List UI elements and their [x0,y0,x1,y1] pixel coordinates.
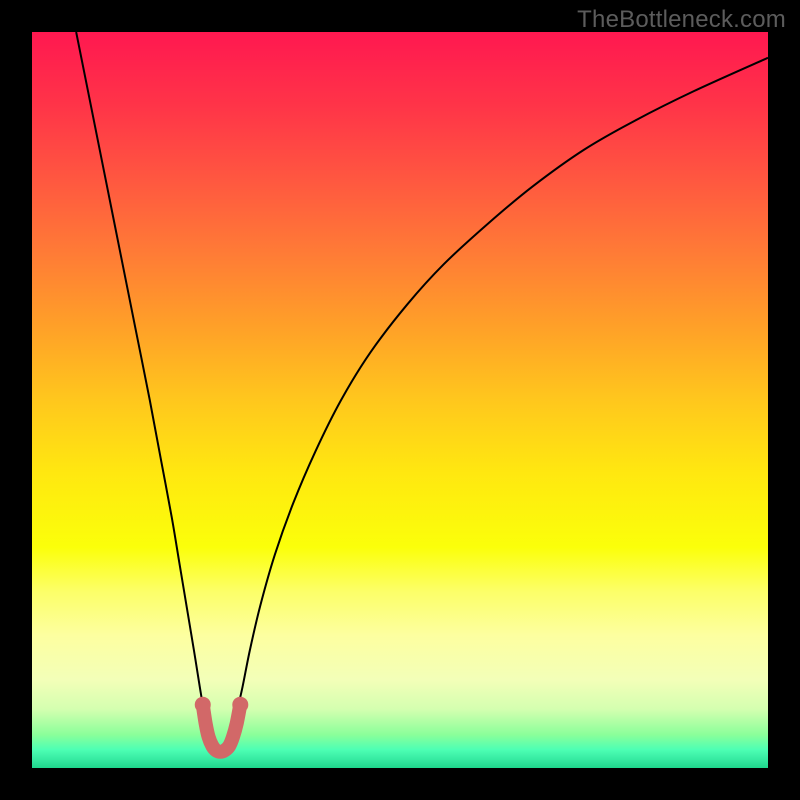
curve-endpoint-dot [232,697,248,713]
curve-endpoint-dot [195,697,211,713]
plot-area [32,32,768,768]
watermark-text: TheBottleneck.com [577,6,786,34]
plot-svg [32,32,768,768]
chart-frame: TheBottleneck.com [0,0,800,800]
gradient-background [32,32,768,768]
